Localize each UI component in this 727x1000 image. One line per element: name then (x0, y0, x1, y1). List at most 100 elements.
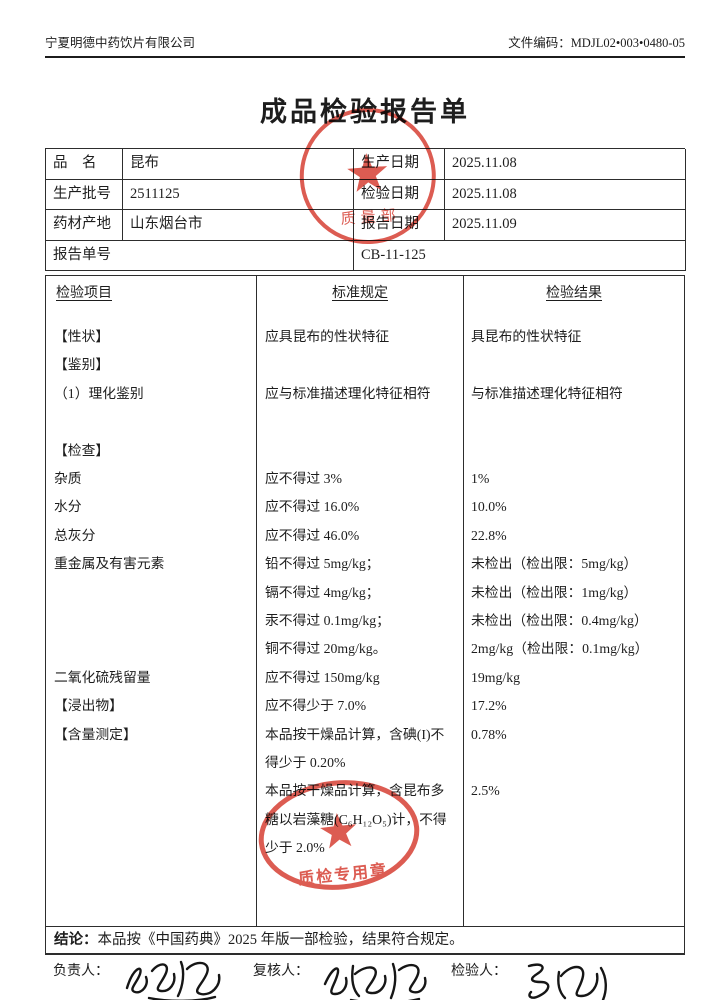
conclusion-row: 结论：本品按《中国药典》2025 年版一部检验，结果符合规定。 (45, 926, 685, 955)
cell-result: 2mg/kg（检出限：0.1mg/kg） (471, 641, 649, 657)
cell-standard: 应不得少于 7.0% (265, 698, 367, 714)
cell-item (46, 607, 257, 635)
cell-result: 未检出（检出限：1mg/kg） (471, 584, 638, 600)
cell-standard: 应不得过 150mg/kg (265, 669, 380, 685)
cell-result: 2.5% (471, 783, 500, 799)
column-divider (463, 276, 464, 926)
cell-item: 水分 (54, 499, 82, 515)
conclusion-label: 结论： (54, 932, 98, 948)
stamp-dept-text: 质量部 (340, 207, 401, 228)
cell-result (463, 437, 685, 465)
cell-standard: 应不得过 16.0% (265, 499, 360, 515)
cell-result: 未检出（检出限：5mg/kg） (471, 556, 638, 572)
info-row-origin: 药材产地 山东烟台市 报告日期 2025.11.09 (46, 210, 686, 241)
cell-item: （1）理化鉴别 (54, 385, 144, 401)
inspector-label: 检验人： (451, 964, 507, 979)
cell-result: 0.78% (471, 726, 507, 742)
cell-standard: 汞不得过 0.1mg/kg； (265, 613, 390, 629)
cell-item (46, 408, 257, 436)
table-row: 【检查】 (46, 437, 684, 465)
cell-item (46, 579, 257, 607)
table-row: （1）理化鉴别 应与标准描述理化特征相符 与标准描述理化特征相符 (46, 380, 684, 408)
cell-result: 10.0% (471, 499, 507, 515)
inspector-signature (527, 963, 607, 1000)
col-header-result: 检验结果 (546, 286, 602, 301)
inspection-table-header: 检验项目 标准规定 检验结果 (46, 276, 684, 302)
cell-item (46, 777, 257, 862)
inspection-rows: 【性状】 应具昆布的性状特征 具昆布的性状特征 【鉴别】 （1）理化鉴别 应与标… (46, 323, 684, 863)
batch-value: 2511125 (123, 179, 354, 210)
cell-item (46, 635, 257, 663)
table-row: 【性状】 应具昆布的性状特征 具昆布的性状特征 (46, 323, 684, 351)
column-divider (256, 276, 257, 926)
origin-label: 药材产地 (46, 210, 123, 241)
cell-item: 【鉴别】 (54, 357, 110, 373)
product-label: 品 名 (46, 149, 123, 180)
cell-standard (257, 408, 463, 436)
info-row-batch: 生产批号 2511125 检验日期 2025.11.08 (46, 179, 686, 210)
table-row: 重金属及有害元素 铅不得过 5mg/kg； 未检出（检出限：5mg/kg） (46, 550, 684, 578)
cell-item: 重金属及有害元素 (54, 556, 165, 572)
cell-standard (257, 437, 463, 465)
reviewer-signature (323, 962, 427, 1000)
test-date-label: 检验日期 (354, 179, 445, 210)
cell-result (463, 351, 685, 379)
table-row-spacer (46, 408, 684, 436)
col-header-item: 检验项目 (56, 286, 112, 301)
doc-code: 文件编码：MDJL02•003•0480-05 (508, 36, 685, 50)
prod-date-value: 2025.11.08 (445, 149, 686, 180)
cell-item: 二氧化硫残留量 (54, 669, 151, 685)
test-date-value: 2025.11.08 (445, 179, 686, 210)
cell-result (463, 408, 685, 436)
table-row: 【鉴别】 (46, 351, 684, 379)
table-row: 【含量测定】 本品按干燥品计算，含碘(I)不得少于 0.20% 0.78% (46, 721, 684, 778)
cell-standard (257, 351, 463, 379)
cell-standard: 应具昆布的性状特征 (265, 329, 390, 344)
info-row-report-no: 报告单号 CB-11-125 (46, 240, 686, 271)
col-header-standard: 标准规定 (332, 286, 388, 301)
star-icon (320, 813, 357, 849)
report-date-label: 报告日期 (354, 210, 445, 241)
batch-label: 生产批号 (46, 179, 123, 210)
cell-result: 具昆布的性状特征 (471, 329, 582, 344)
cell-item: 总灰分 (54, 527, 96, 543)
cell-result: 1% (471, 471, 490, 487)
star-icon (347, 153, 388, 192)
reviewer-label: 复核人： (253, 964, 309, 979)
cell-item: 【浸出物】 (54, 698, 123, 714)
responsible-signature (125, 960, 221, 1000)
cell-standard: 应不得过 3% (265, 471, 343, 487)
table-row: 铜不得过 20mg/kg。 2mg/kg（检出限：0.1mg/kg） (46, 635, 684, 663)
table-row: 总灰分 应不得过 46.0% 22.8% (46, 522, 684, 550)
qc-seal-stamp: 宁夏明德中药饮片有限公司 质检专用章 (258, 780, 420, 890)
table-row: 水分 应不得过 16.0% 10.0% (46, 493, 684, 521)
cell-standard: 本品按干燥品计算，含碘(I)不得少于 0.20% (265, 726, 445, 771)
page-header: 宁夏明德中药饮片有限公司 文件编码：MDJL02•003•0480-05 (45, 0, 685, 58)
cell-standard: 铜不得过 20mg/kg。 (265, 641, 387, 657)
product-value: 昆布 (123, 149, 354, 180)
cell-result: 与标准描述理化特征相符 (471, 385, 623, 401)
table-row: 【浸出物】 应不得少于 7.0% 17.2% (46, 692, 684, 720)
company-name: 宁夏明德中药饮片有限公司 (45, 36, 196, 50)
report-date-value: 2025.11.09 (445, 210, 686, 241)
inspection-table: 检验项目 标准规定 检验结果 【性状】 应具昆布的性状特征 具昆布的性状特征 【… (45, 275, 685, 926)
report-no-label: 报告单号 (46, 240, 354, 271)
cell-result: 17.2% (471, 698, 507, 714)
responsible-label: 负责人： (53, 964, 109, 979)
cell-item: 【检查】 (54, 442, 110, 458)
cell-result: 22.8% (471, 527, 507, 543)
cell-standard: 镉不得过 4mg/kg； (265, 584, 380, 600)
signature-row: 负责人： 复核人： 检验人： (45, 960, 685, 1000)
cell-standard: 应与标准描述理化特征相符 (265, 385, 431, 401)
table-row: 汞不得过 0.1mg/kg； 未检出（检出限：0.4mg/kg） (46, 607, 684, 635)
cell-standard: 铅不得过 5mg/kg； (265, 556, 380, 572)
cell-item: 杂质 (54, 471, 82, 487)
quality-dept-stamp: 宁夏明德中药饮片有限公司 质量部 (299, 108, 436, 245)
cell-standard: 应不得过 46.0% (265, 527, 360, 543)
cell-result: 19mg/kg (471, 669, 521, 685)
cell-item: 【性状】 (54, 329, 110, 344)
table-row: 二氧化硫残留量 应不得过 150mg/kg 19mg/kg (46, 664, 684, 692)
cell-item: 【含量测定】 (54, 726, 137, 742)
origin-value: 山东烟台市 (123, 210, 354, 241)
